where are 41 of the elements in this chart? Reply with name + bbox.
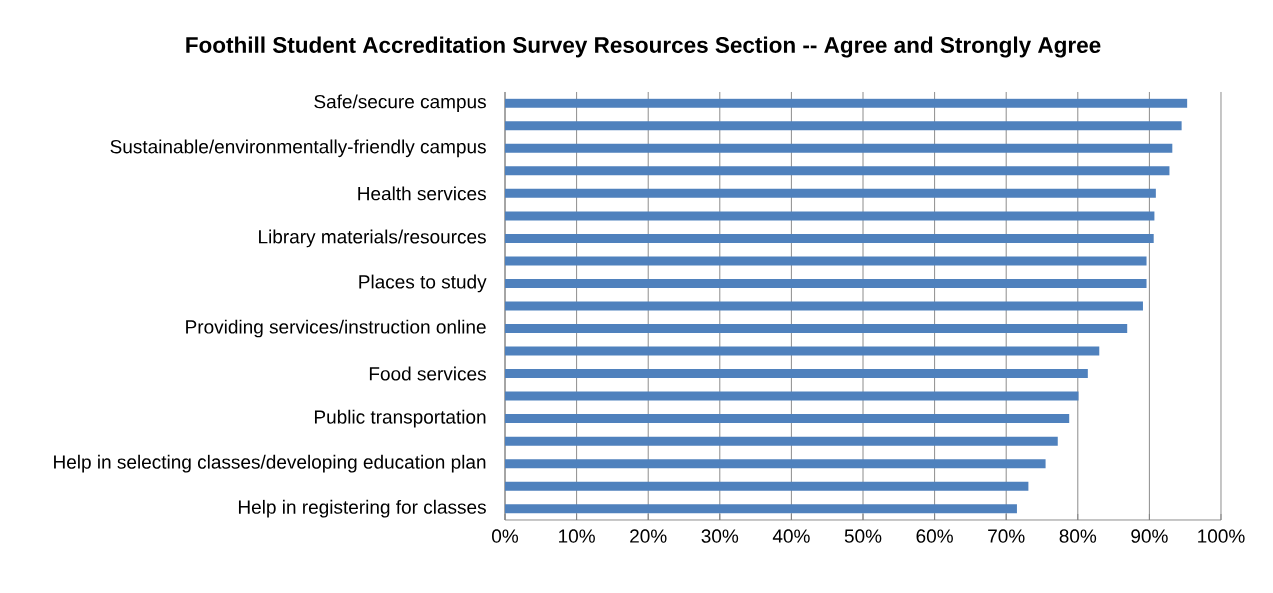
- x-tick-label: 50%: [844, 529, 882, 543]
- bar: [505, 188, 1156, 198]
- bar: [505, 414, 1070, 424]
- x-tick-label: 20%: [630, 529, 667, 543]
- y-tick-label: Food services: [369, 366, 486, 381]
- y-tick-label: Sustainable/environmentally-friendly campus: [110, 139, 486, 158]
- bar: [505, 346, 1100, 356]
- x-tick-label: 60%: [916, 529, 953, 543]
- bar: [505, 98, 1188, 108]
- bar: [505, 121, 1182, 131]
- y-tick-label: Safe/secure campus: [314, 94, 486, 113]
- y-tick-label: Places to study: [359, 274, 487, 293]
- bar: [505, 301, 1143, 311]
- bar: [505, 504, 1017, 514]
- bar: [505, 143, 1173, 153]
- bar: [505, 211, 1155, 221]
- bar: [505, 391, 1079, 401]
- x-tick-label: 30%: [701, 529, 739, 543]
- y-tick-label: Public transportation: [314, 409, 486, 428]
- y-tick-label: Providing services/instruction online: [186, 319, 486, 338]
- x-tick-label: 80%: [1059, 529, 1097, 543]
- x-tick-label: 100%: [1198, 529, 1245, 543]
- x-tick-label: 40%: [772, 529, 810, 543]
- y-tick-label: Help in selecting classes/developing education plan: [54, 454, 486, 473]
- chart-title: Foothill Student Accreditation Survey Resources Section -- Agree and Strongly Agree: [186, 36, 1101, 58]
- y-tick-label: Library materials/resources: [259, 229, 486, 248]
- bar: [505, 233, 1154, 243]
- bar: [505, 256, 1147, 266]
- bar: [505, 459, 1046, 469]
- bar: [505, 369, 1088, 379]
- bar: [505, 278, 1147, 288]
- bar: [505, 436, 1058, 446]
- x-tick-label: 10%: [559, 529, 595, 543]
- x-tick-label: 0%: [492, 529, 519, 543]
- y-tick-label: Help in registering for classes: [238, 499, 486, 518]
- y-tick-label: Health services: [358, 186, 486, 201]
- bar: [505, 324, 1128, 334]
- bar: [505, 166, 1170, 176]
- x-tick-label: 90%: [1131, 529, 1168, 543]
- bar: [505, 481, 1029, 491]
- x-tick-label: 70%: [988, 529, 1025, 543]
